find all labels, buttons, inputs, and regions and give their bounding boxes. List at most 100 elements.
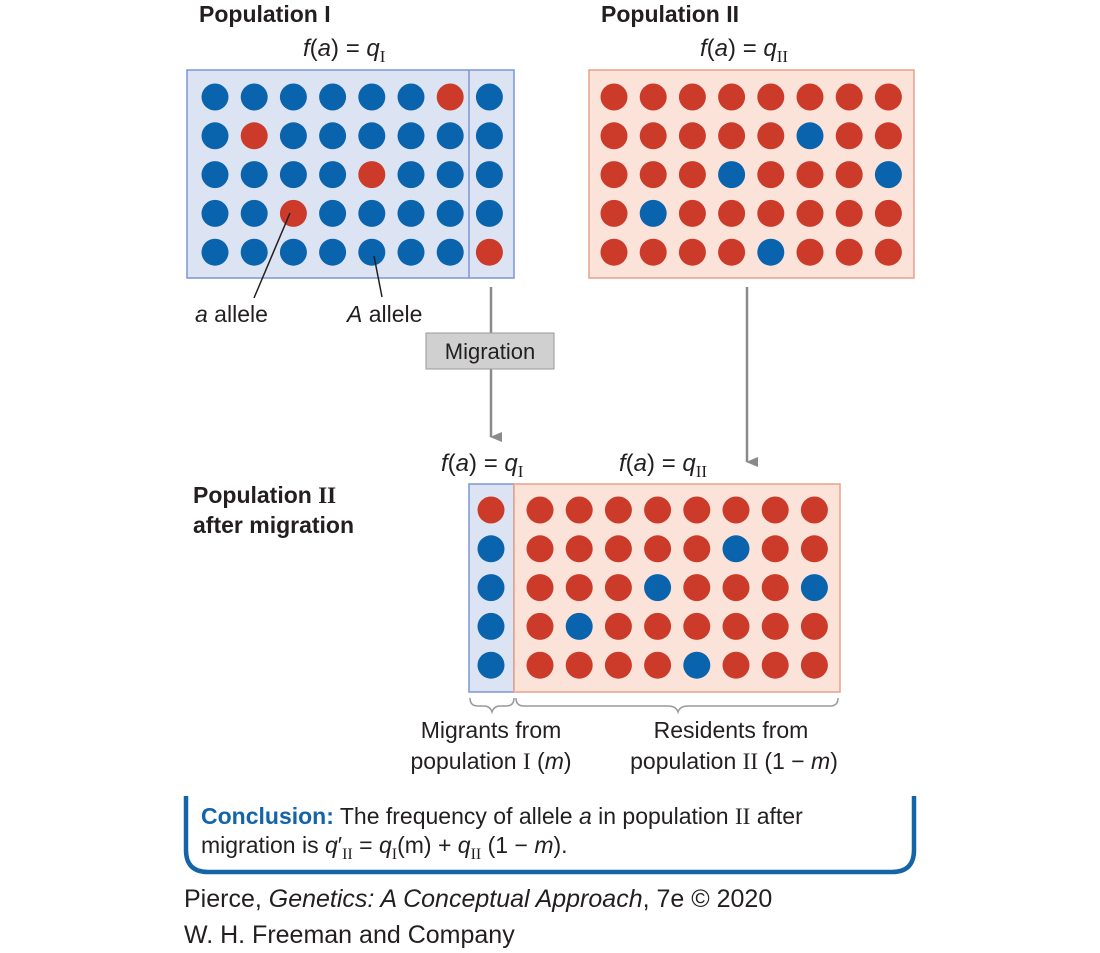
migrant-frequency: f(a) = qI [441,450,524,481]
a-allele-dot [874,83,902,111]
A-allele-dot [319,238,347,266]
a-allele-dot [565,535,593,563]
a-allele-dot [526,612,554,640]
a-allele-dot [835,238,863,266]
a-allele-dot [722,651,750,679]
a-allele-dot [874,199,902,227]
a-allele-dot [604,535,632,563]
after-migration-title-line1: Population II [193,482,336,508]
a-allele-dot [835,122,863,150]
A-allele-dot [565,612,593,640]
A-allele-dot [319,199,347,227]
a-allele-dot [678,122,706,150]
population2-box [588,69,915,279]
a-allele-dot [800,651,828,679]
a-allele-dot [718,199,746,227]
credit-line2: W. H. Freeman and Company [184,921,515,949]
A-allele-dot [475,83,503,111]
a-allele-dot [526,535,554,563]
a-allele-dot [644,651,672,679]
a-allele-dot [604,496,632,524]
a-allele-dot [358,161,386,189]
A-allele-label: A allele [345,301,422,327]
a-allele-dot [565,651,593,679]
A-allele-dot [240,199,268,227]
a-allele-dot [800,535,828,563]
A-allele-dot [436,122,464,150]
a-allele-dot [757,122,785,150]
population2-frequency: f(a) = qII [700,35,788,66]
A-allele-dot [240,161,268,189]
population2-alleles [600,83,902,266]
migration-label-box [425,332,555,370]
migrants-label-line2: population I (m) [410,748,571,774]
A-allele-dot [475,199,503,227]
a-allele-dot [796,83,824,111]
a-allele-dot [761,574,789,602]
a-allele-dot [796,161,824,189]
a-allele-label: a allele [195,301,268,327]
A-allele-dot [722,535,750,563]
a-allele-dot [757,161,785,189]
A-allele-dot [319,161,347,189]
conclusion-line2: migration is q′II = qI(m) + qII (1 − m). [201,832,568,863]
a-allele-dot [644,612,672,640]
conclusion-line1: Conclusion: The frequency of allele a in… [201,803,803,829]
a-allele-dot [565,574,593,602]
A-allele-dot [201,199,229,227]
A-allele-dot [319,122,347,150]
a-allele-dot [761,651,789,679]
population1-alleles [201,83,503,266]
resident-frequency: f(a) = qII [619,450,707,481]
a-allele-dot [565,496,593,524]
residents-brace [515,697,839,715]
A-allele-dot [397,238,425,266]
a-allele-dot [722,574,750,602]
a-allele-dot [718,83,746,111]
A-allele-dot [397,161,425,189]
a-allele-dot [761,612,789,640]
A-allele-dot [279,122,307,150]
a-allele-dot [477,496,505,524]
a-allele-dot [800,496,828,524]
a-allele-dot [678,238,706,266]
a-allele-dot [761,535,789,563]
A-allele-dot [477,612,505,640]
A-allele-dot [201,83,229,111]
a-allele-dot [600,238,628,266]
A-allele-dot [279,238,307,266]
conclusion-frame [183,796,917,875]
a-allele-dot [678,161,706,189]
a-allele-dot [722,612,750,640]
a-allele-dot [526,574,554,602]
a-allele-dot [600,199,628,227]
migrants-label-line1: Migrants from [421,717,562,743]
a-allele-dot [604,612,632,640]
A-allele-dot [201,238,229,266]
A-allele-dot [397,83,425,111]
a-allele-dot [526,651,554,679]
a-allele-dot [600,122,628,150]
a-allele-dot [526,496,554,524]
a-allele-dot [279,199,307,227]
A-allele-dot [477,651,505,679]
residents-box [513,483,841,693]
a-allele-dot [678,83,706,111]
a-allele-dot [722,496,750,524]
A-allele-dot [397,122,425,150]
A-allele-dot [397,199,425,227]
a-allele-dot [639,122,667,150]
A-allele-dot [874,161,902,189]
a-allele-dot [835,161,863,189]
a-allele-dot [644,496,672,524]
A-allele-dot [796,122,824,150]
population2-title: Population II [601,1,739,27]
population1-title: Population I [199,1,331,27]
A-allele-dot [477,535,505,563]
A-allele-dot [358,199,386,227]
after-migration-alleles [477,496,828,679]
a-allele-dot [757,83,785,111]
a-allele-dot [718,238,746,266]
population1-frequency: f(a) = qI [303,35,386,66]
